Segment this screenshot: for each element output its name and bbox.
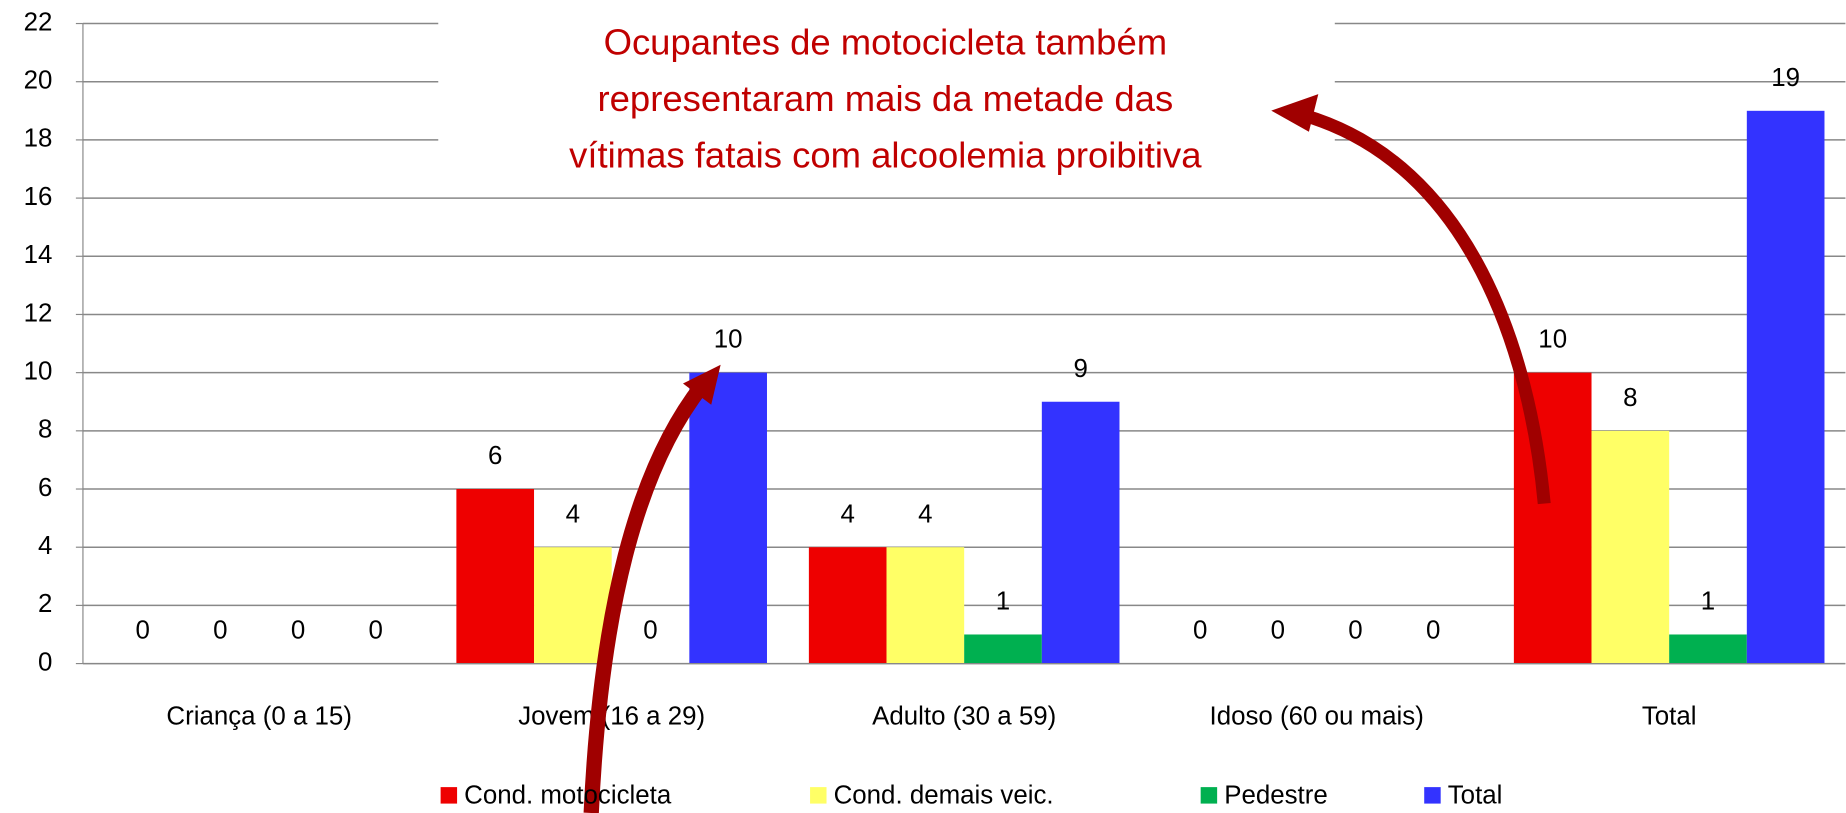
bar (1591, 430, 1670, 664)
data-label: 0 (1271, 617, 1285, 645)
data-label: 19 (1771, 64, 1800, 92)
arrow-head (682, 364, 721, 405)
data-label: 0 (643, 617, 657, 645)
y-tick-label: 20 (24, 67, 53, 95)
legend-label: Cond. demais veic. (834, 781, 1054, 809)
data-label: 4 (566, 500, 580, 528)
annotation-box (438, 14, 1335, 189)
legend-label: Cond. motocicleta (464, 781, 672, 809)
data-label: 9 (1073, 355, 1087, 383)
annotation-text: vítimas fatais com alcoolemia proibitiva (569, 134, 1202, 175)
data-label: 0 (291, 617, 305, 645)
bar (534, 547, 612, 664)
y-tick-label: 2 (38, 590, 52, 618)
legend: Cond. motocicleta Cond. demais veic. Pedes… (440, 781, 1503, 809)
y-tick-label: 22 (24, 8, 53, 36)
data-label: 0 (1193, 617, 1207, 645)
x-tick-label: Jovem (16 a 29) (518, 703, 705, 731)
arrows (583, 94, 1551, 813)
bar (808, 547, 887, 664)
y-tick-label: 12 (24, 299, 53, 327)
y-tick-label: 14 (24, 241, 53, 269)
annotation-text: representaram mais da metade das (598, 78, 1174, 119)
data-label: 4 (918, 500, 932, 528)
data-label: 1 (996, 588, 1010, 616)
x-tick-label: Adulto (30 a 59) (872, 703, 1056, 731)
data-label: 1 (1701, 588, 1715, 616)
y-tick-label: 18 (24, 125, 53, 153)
data-label: 4 (841, 500, 855, 528)
x-tick-label: Criança (0 a 15) (166, 703, 352, 731)
x-tick-label: Total (1642, 703, 1697, 731)
data-label: 0 (1426, 617, 1440, 645)
bar (1041, 401, 1120, 664)
bar (886, 547, 965, 664)
bar (1669, 634, 1747, 664)
data-label: 0 (213, 617, 227, 645)
legend-label: Pedestre (1224, 781, 1328, 809)
legend-swatch (440, 787, 458, 804)
bar (689, 372, 767, 664)
legend-swatch (1424, 787, 1441, 804)
y-tick-label: 8 (38, 416, 52, 444)
legend-swatch (810, 787, 827, 804)
data-label: 0 (1348, 617, 1362, 645)
bar (964, 634, 1042, 664)
y-tick-label: 10 (24, 357, 53, 385)
y-tick-label: 6 (38, 474, 52, 502)
data-label: 10 (1538, 326, 1567, 354)
annotation-text: Ocupantes de motocicleta também (604, 21, 1168, 62)
arrow (583, 381, 708, 813)
legend-swatch (1200, 787, 1218, 804)
arrow (1302, 109, 1551, 505)
x-tick-label: Idoso (60 ou mais) (1210, 703, 1424, 731)
data-label: 0 (368, 617, 382, 645)
y-tick-label: 4 (38, 532, 52, 560)
annotation: Ocupantes de motocicleta também represent… (438, 14, 1335, 189)
data-label: 6 (488, 442, 502, 470)
data-label: 0 (136, 617, 150, 645)
bar (456, 489, 535, 664)
data-label: 8 (1623, 384, 1637, 412)
y-tick-label: 16 (24, 183, 53, 211)
legend-label: Total (1448, 781, 1503, 809)
arrow-head (1271, 94, 1319, 132)
y-tick-label: 0 (38, 648, 52, 676)
data-label: 10 (714, 326, 743, 354)
bar (1746, 110, 1825, 664)
